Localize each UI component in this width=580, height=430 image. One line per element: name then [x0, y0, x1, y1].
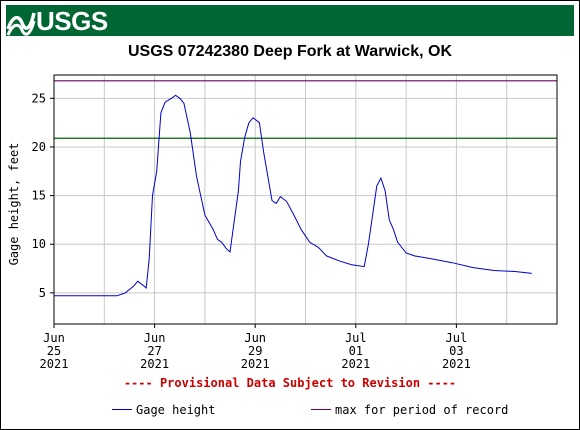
x-tick-label: Jun	[43, 331, 65, 345]
y-tick-label: 15	[32, 189, 46, 203]
x-tick-label: 2021	[140, 357, 169, 371]
x-tick-label: 01	[349, 344, 363, 358]
gage-height-series-line	[54, 94, 532, 297]
y-tick-label: 20	[32, 140, 46, 154]
x-tick-label: 03	[449, 344, 463, 358]
y-tick-label: 10	[32, 237, 46, 251]
legend-label-max-record: max for period of record	[335, 403, 509, 417]
x-tick-label: 2021	[442, 357, 471, 371]
usgs-wave-icon	[6, 12, 36, 36]
usgs-banner[interactable]: USGS	[6, 5, 574, 36]
x-tick-label: Jul	[345, 331, 367, 345]
x-tick-label: 27	[147, 344, 161, 358]
x-tick-label: 2021	[341, 357, 370, 371]
legend-swatch-gage-height	[112, 409, 132, 410]
x-tick-label: Jun	[144, 331, 166, 345]
y-tick-label: 5	[39, 286, 46, 300]
x-tick-label: 2021	[40, 357, 69, 371]
y-axis-label: Gage height, feet	[7, 142, 21, 266]
x-tick-label: 29	[248, 344, 262, 358]
tick-labels: 510152025Jun252021Jun272021Jun292021Jul0…	[32, 91, 471, 371]
x-tick-label: 25	[47, 344, 61, 358]
plot-border	[53, 74, 558, 325]
legend-swatch-max-record	[311, 409, 331, 410]
axis-layer	[50, 74, 558, 328]
x-tick-label: Jun	[244, 331, 266, 345]
provisional-data-notice: ---- Provisional Data Subject to Revisio…	[123, 376, 457, 390]
y-tick-label: 25	[32, 91, 46, 105]
series-layer	[54, 94, 532, 297]
chart-title: USGS 07242380 Deep Fork at Warwick, OK	[128, 43, 452, 60]
x-tick-label: 2021	[241, 357, 270, 371]
legend-label-gage-height: Gage height	[136, 403, 216, 417]
usgs-logo-text: USGS	[36, 6, 108, 36]
grid-layer	[54, 75, 557, 324]
reference-lines	[54, 80, 557, 139]
x-tick-label: Jul	[446, 331, 468, 345]
